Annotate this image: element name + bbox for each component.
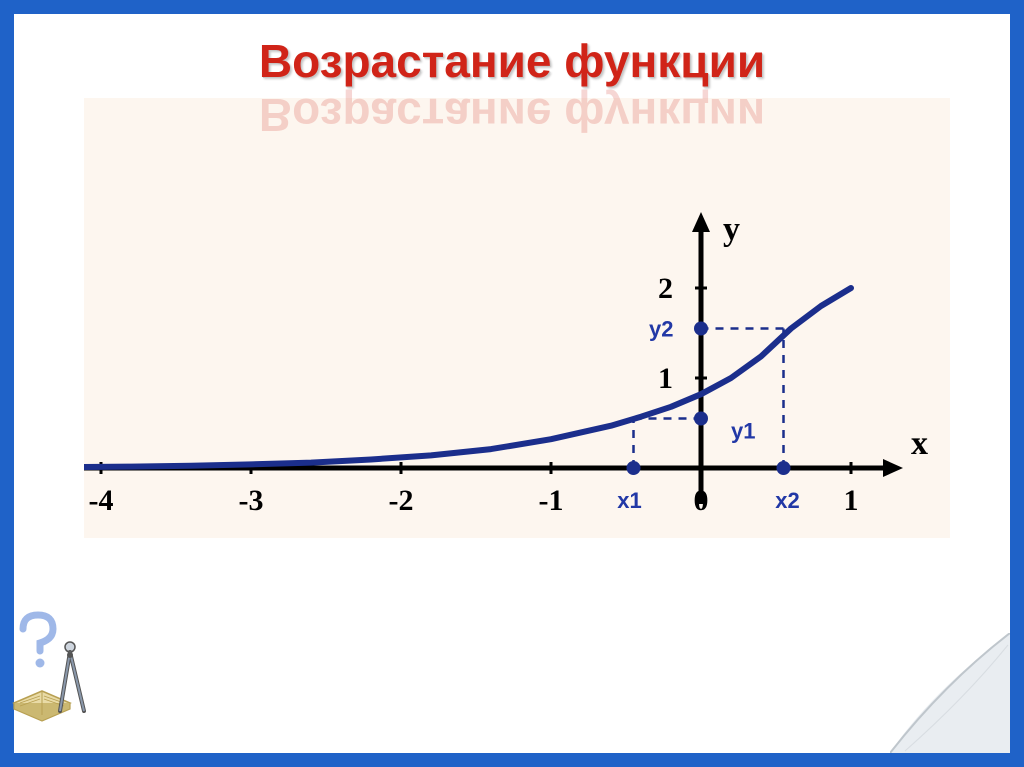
x-tick-label: -4 xyxy=(89,484,114,517)
title-text: Возрастание функции xyxy=(14,34,1010,88)
x-tick-label: -3 xyxy=(239,484,264,517)
y-tick-label: 1 xyxy=(658,362,673,395)
clipart-icon xyxy=(8,603,98,723)
y2-label: y2 xyxy=(649,317,673,342)
x-tick-label: -1 xyxy=(539,484,564,517)
x2-label: x2 xyxy=(775,488,799,513)
chart-svg: -4 -3 -2 -1 0 1 1 2 x y x1 x2 y1 y2 xyxy=(84,98,950,538)
y-tick-label: 2 xyxy=(658,272,673,305)
y-axis-label: y xyxy=(723,211,740,248)
x1-label: x1 xyxy=(617,488,641,513)
x-axis-label: x xyxy=(911,425,928,462)
page-curl-icon xyxy=(890,633,1010,753)
x-tick-label: 0 xyxy=(694,484,709,517)
page-title: Возрастание функции Возрастание функции xyxy=(14,34,1010,88)
chart-container: -4 -3 -2 -1 0 1 1 2 x y x1 x2 y1 y2 xyxy=(84,98,950,538)
y1-label: y1 xyxy=(731,419,755,444)
x-tick-label: -2 xyxy=(389,484,414,517)
x-tick-label: 1 xyxy=(844,484,859,517)
slide-frame: Возрастание функции Возрастание функции … xyxy=(0,0,1024,767)
chart-area: -4 -3 -2 -1 0 1 1 2 x y x1 x2 y1 y2 xyxy=(84,98,950,538)
